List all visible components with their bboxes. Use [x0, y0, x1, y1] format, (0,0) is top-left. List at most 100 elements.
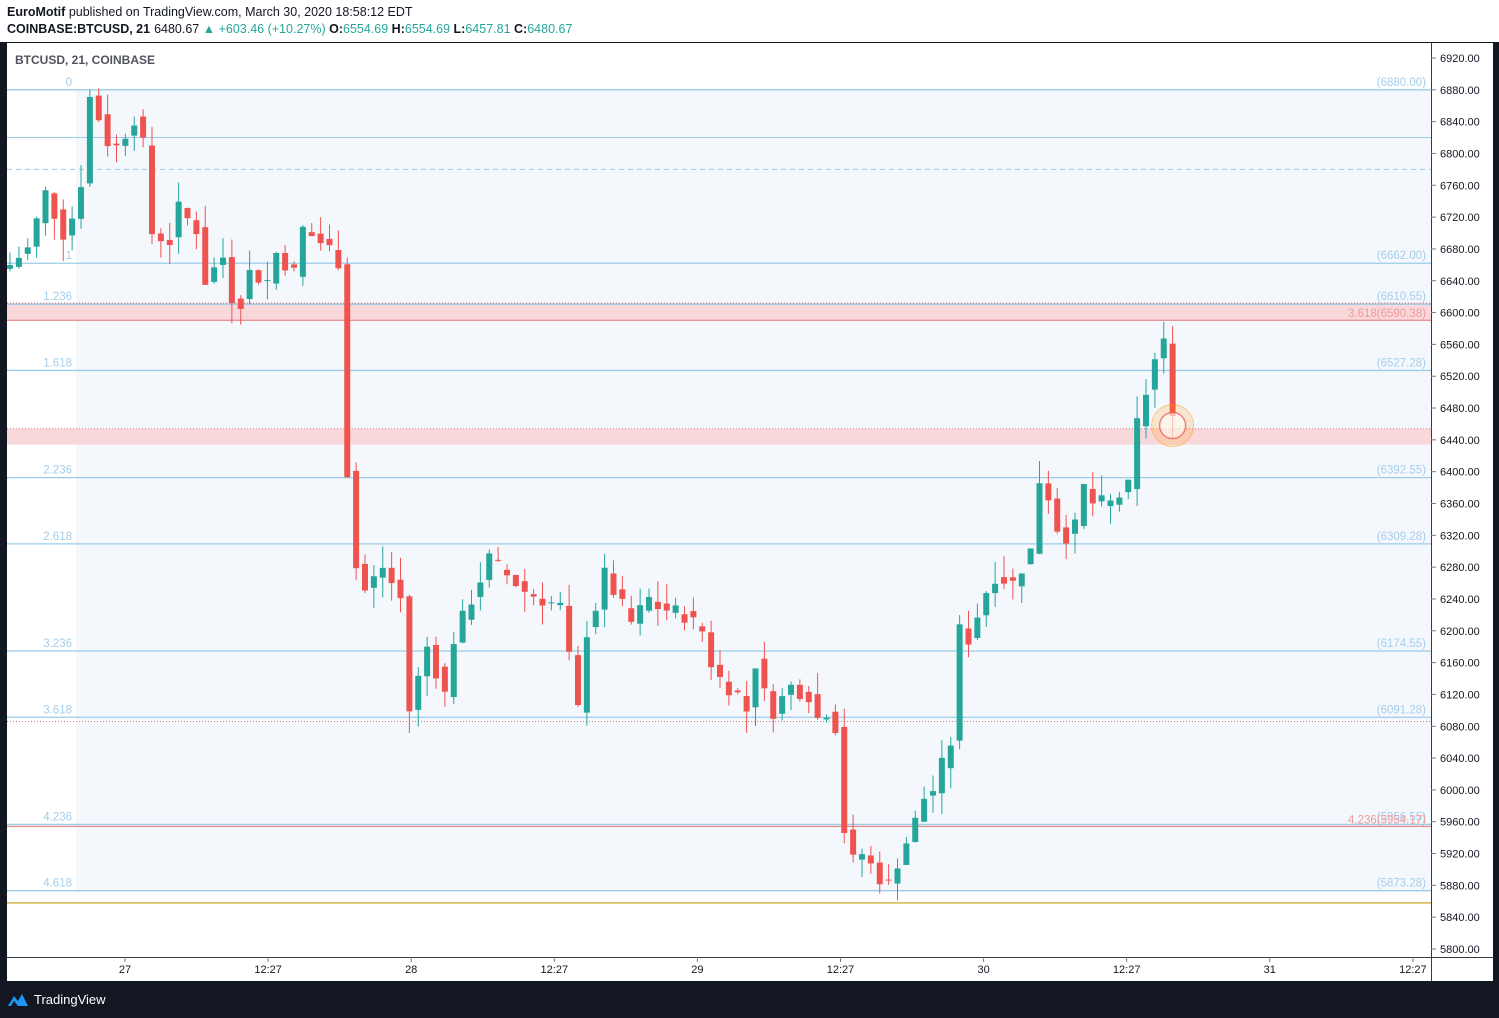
tradingview-logo-icon[interactable]	[7, 991, 29, 1007]
candle[interactable]	[974, 603, 981, 641]
candle[interactable]	[699, 622, 706, 643]
candle[interactable]	[752, 668, 759, 727]
candle[interactable]	[1098, 475, 1105, 507]
candle[interactable]	[406, 594, 413, 734]
candle[interactable]	[725, 670, 732, 706]
candle[interactable]	[956, 615, 963, 750]
candle[interactable]	[397, 557, 404, 613]
candle[interactable]	[903, 837, 910, 865]
candle[interactable]	[415, 667, 422, 727]
candle[interactable]	[1116, 491, 1123, 512]
candle[interactable]	[521, 568, 528, 612]
candle[interactable]	[362, 554, 368, 594]
candle[interactable]	[24, 238, 31, 261]
candle[interactable]	[938, 740, 945, 814]
candle[interactable]	[344, 257, 351, 478]
candle[interactable]	[237, 295, 244, 325]
candle[interactable]	[1134, 396, 1141, 507]
candle[interactable]	[1089, 472, 1096, 517]
candle[interactable]	[876, 851, 883, 894]
candle[interactable]	[930, 775, 936, 813]
candle[interactable]	[486, 549, 493, 588]
candle[interactable]	[370, 565, 377, 609]
candle[interactable]	[184, 207, 191, 226]
candle[interactable]	[788, 681, 794, 711]
candle[interactable]	[512, 574, 519, 588]
candle[interactable]	[912, 810, 919, 843]
candle[interactable]	[246, 250, 253, 305]
candle[interactable]	[1151, 352, 1158, 408]
candle[interactable]	[264, 261, 271, 300]
candle[interactable]	[1054, 488, 1061, 534]
candle[interactable]	[770, 684, 777, 733]
candle[interactable]	[548, 596, 555, 611]
candle[interactable]	[353, 462, 360, 581]
candle[interactable]	[894, 858, 901, 901]
candle[interactable]	[708, 620, 715, 680]
candle[interactable]	[672, 597, 679, 619]
candle[interactable]	[1072, 512, 1078, 554]
candle[interactable]	[530, 589, 537, 606]
candle[interactable]	[646, 588, 652, 613]
candle[interactable]	[1018, 573, 1025, 603]
candle[interactable]	[424, 636, 431, 696]
candle[interactable]	[628, 595, 635, 625]
candle[interactable]	[965, 610, 972, 658]
candle[interactable]	[1009, 568, 1016, 600]
candle[interactable]	[113, 134, 120, 163]
candle[interactable]	[592, 602, 599, 635]
candle[interactable]	[1036, 460, 1043, 555]
candle[interactable]	[326, 224, 333, 252]
candle[interactable]	[1027, 548, 1034, 565]
candle[interactable]	[663, 584, 670, 621]
tradingview-brand[interactable]: TradingView	[34, 992, 106, 1007]
candle[interactable]	[317, 217, 324, 251]
candle[interactable]	[601, 553, 608, 628]
candle[interactable]	[282, 245, 289, 276]
candle[interactable]	[60, 199, 67, 261]
candle[interactable]	[69, 206, 76, 251]
candle[interactable]	[15, 246, 22, 269]
candle[interactable]	[566, 584, 573, 661]
candle[interactable]	[583, 621, 590, 726]
candle[interactable]	[1063, 514, 1070, 560]
candle[interactable]	[761, 641, 768, 702]
chart-area[interactable]: 0 (6880.00) 1 (6662.00) 1.236 (6610.55) 1.618 (…	[7, 43, 1493, 981]
candle[interactable]	[78, 165, 84, 229]
candle[interactable]	[211, 257, 218, 284]
candle[interactable]	[1125, 479, 1132, 500]
candle[interactable]	[805, 686, 812, 714]
candle[interactable]	[779, 687, 786, 721]
candle[interactable]	[947, 737, 954, 789]
candle[interactable]	[157, 228, 164, 258]
candle[interactable]	[867, 845, 874, 874]
candle[interactable]	[149, 126, 155, 245]
candle[interactable]	[51, 192, 58, 240]
candle[interactable]	[654, 581, 661, 626]
candle[interactable]	[504, 564, 510, 585]
candle[interactable]	[388, 552, 395, 601]
candle[interactable]	[459, 599, 466, 644]
candle[interactable]	[859, 848, 865, 877]
candle[interactable]	[122, 133, 129, 156]
candle[interactable]	[468, 589, 475, 625]
author-link[interactable]: EuroMotif	[7, 5, 66, 19]
candle[interactable]	[33, 216, 40, 258]
candle[interactable]	[220, 238, 226, 279]
candle[interactable]	[557, 591, 564, 611]
candle[interactable]	[104, 94, 111, 157]
candle[interactable]	[193, 211, 200, 250]
candle[interactable]	[42, 186, 49, 236]
candle[interactable]	[796, 679, 803, 702]
candle[interactable]	[921, 786, 928, 823]
candle[interactable]	[7, 252, 13, 272]
candle[interactable]	[131, 116, 138, 151]
candle[interactable]	[717, 650, 723, 688]
candle[interactable]	[1001, 555, 1007, 589]
candle[interactable]	[539, 582, 546, 625]
candle[interactable]	[335, 230, 342, 271]
candle[interactable]	[850, 814, 857, 863]
candle[interactable]	[291, 261, 297, 272]
candle[interactable]	[273, 251, 280, 290]
candle[interactable]	[734, 688, 741, 695]
